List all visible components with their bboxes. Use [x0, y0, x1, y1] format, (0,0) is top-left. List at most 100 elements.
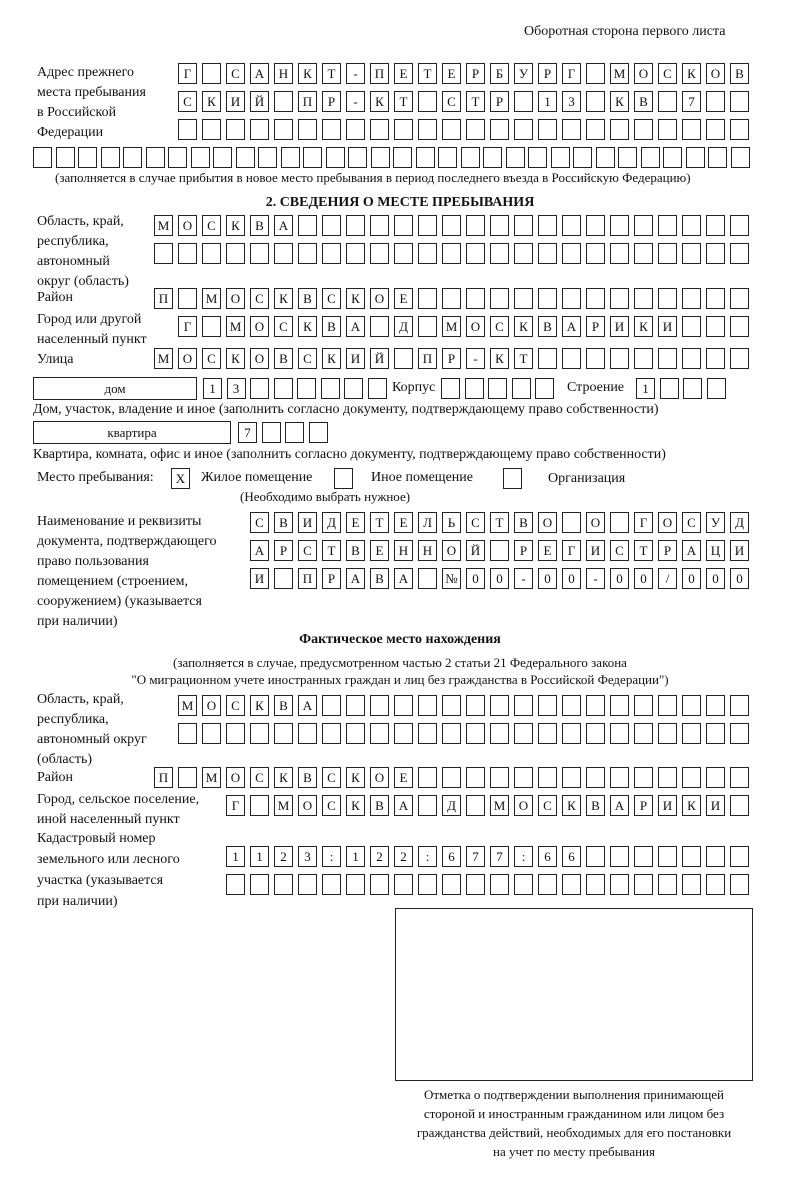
letter-cell[interactable]: О — [370, 767, 389, 788]
letter-cell[interactable] — [394, 874, 413, 895]
letter-cell[interactable] — [466, 119, 485, 140]
letter-cell[interactable] — [658, 767, 677, 788]
letter-cell[interactable] — [730, 215, 749, 236]
letter-cell[interactable] — [490, 288, 509, 309]
letter-cell[interactable] — [706, 767, 725, 788]
letter-cell[interactable]: С — [682, 512, 701, 533]
letter-cell[interactable] — [274, 568, 293, 589]
letter-cell[interactable] — [514, 288, 533, 309]
letter-cell[interactable] — [202, 63, 221, 84]
letter-cell[interactable] — [346, 119, 365, 140]
letter-cell[interactable]: П — [154, 767, 173, 788]
letter-cell[interactable] — [538, 695, 557, 716]
letter-cell[interactable]: 2 — [370, 846, 389, 867]
letter-cell[interactable]: А — [346, 568, 365, 589]
letter-cell[interactable] — [490, 215, 509, 236]
letter-cell[interactable] — [730, 243, 749, 264]
letter-cell[interactable]: С — [298, 348, 317, 369]
letter-cell[interactable] — [658, 288, 677, 309]
letter-cell[interactable]: М — [154, 215, 173, 236]
letter-cell[interactable]: Р — [442, 348, 461, 369]
letter-cell[interactable]: М — [274, 795, 293, 816]
letter-cell[interactable] — [511, 378, 531, 399]
letter-cell[interactable] — [178, 767, 197, 788]
letter-cell[interactable]: А — [394, 568, 413, 589]
letter-cell[interactable] — [442, 215, 461, 236]
letter-cell[interactable]: С — [250, 288, 269, 309]
letter-cell[interactable]: К — [298, 316, 317, 337]
letter-cell[interactable] — [730, 795, 749, 816]
letter-cell[interactable] — [168, 147, 187, 168]
letter-cell[interactable]: И — [226, 91, 245, 112]
letter-cell[interactable]: С — [610, 540, 629, 561]
letter-cell[interactable] — [274, 723, 293, 744]
letter-cell[interactable] — [285, 422, 304, 443]
letter-cell[interactable]: 0 — [706, 568, 725, 589]
letter-cell[interactable]: Т — [634, 540, 653, 561]
letter-cell[interactable] — [634, 215, 653, 236]
letter-cell[interactable]: А — [298, 695, 317, 716]
letter-cell[interactable]: Л — [418, 512, 437, 533]
letter-cell[interactable] — [322, 874, 341, 895]
letter-cell[interactable] — [610, 846, 629, 867]
letter-cell[interactable]: У — [706, 512, 725, 533]
letter-cell[interactable]: - — [346, 63, 365, 84]
letter-cell[interactable]: С — [442, 91, 461, 112]
letter-cell[interactable]: Т — [418, 63, 437, 84]
letter-cell[interactable] — [226, 243, 245, 264]
letter-cell[interactable] — [418, 795, 437, 816]
letter-cell[interactable] — [346, 243, 365, 264]
letter-cell[interactable] — [562, 512, 581, 533]
letter-cell[interactable] — [538, 874, 557, 895]
letter-cell[interactable] — [418, 723, 437, 744]
letter-cell[interactable] — [562, 348, 581, 369]
letter-cell[interactable]: - — [346, 91, 365, 112]
letter-cell[interactable]: Г — [226, 795, 245, 816]
letter-cell[interactable] — [178, 723, 197, 744]
letter-cell[interactable] — [658, 91, 677, 112]
organization-checkbox[interactable] — [503, 468, 522, 489]
letter-cell[interactable]: В — [274, 695, 293, 716]
letter-cell[interactable] — [418, 316, 437, 337]
letter-cell[interactable]: 7 — [682, 91, 701, 112]
letter-cell[interactable] — [706, 215, 725, 236]
letter-cell[interactable]: С — [250, 512, 269, 533]
letter-cell[interactable] — [202, 723, 221, 744]
letter-cell[interactable] — [634, 723, 653, 744]
letter-cell[interactable] — [466, 723, 485, 744]
letter-cell[interactable] — [586, 874, 605, 895]
letter-cell[interactable]: С — [466, 512, 485, 533]
letter-cell[interactable] — [634, 348, 653, 369]
letter-cell[interactable] — [682, 348, 701, 369]
letter-cell[interactable] — [370, 147, 390, 168]
letter-cell[interactable] — [490, 767, 509, 788]
letter-cell[interactable] — [418, 767, 437, 788]
letter-cell[interactable] — [610, 215, 629, 236]
letter-cell[interactable] — [685, 147, 705, 168]
letter-cell[interactable]: В — [514, 512, 533, 533]
letter-cell[interactable]: 0 — [466, 568, 485, 589]
letter-cell[interactable]: К — [346, 795, 365, 816]
letter-cell[interactable] — [346, 215, 365, 236]
letter-cell[interactable] — [730, 767, 749, 788]
letter-cell[interactable] — [658, 695, 677, 716]
letter-cell[interactable] — [514, 767, 533, 788]
letter-cell[interactable] — [418, 695, 437, 716]
letter-cell[interactable] — [442, 874, 461, 895]
letter-cell[interactable] — [33, 147, 52, 168]
letter-cell[interactable]: А — [682, 540, 701, 561]
letter-cell[interactable]: : — [418, 846, 437, 867]
letter-cell[interactable] — [441, 378, 460, 399]
letter-cell[interactable] — [682, 723, 701, 744]
letter-cell[interactable] — [348, 147, 367, 168]
letter-cell[interactable] — [706, 846, 725, 867]
letter-cell[interactable] — [274, 874, 293, 895]
letter-cell[interactable] — [610, 243, 629, 264]
letter-cell[interactable] — [535, 378, 554, 399]
letter-cell[interactable] — [730, 288, 749, 309]
letter-cell[interactable]: И — [610, 316, 629, 337]
letter-cell[interactable]: О — [178, 348, 197, 369]
letter-cell[interactable] — [442, 288, 461, 309]
letter-cell[interactable]: Д — [394, 316, 413, 337]
letter-cell[interactable] — [274, 119, 293, 140]
